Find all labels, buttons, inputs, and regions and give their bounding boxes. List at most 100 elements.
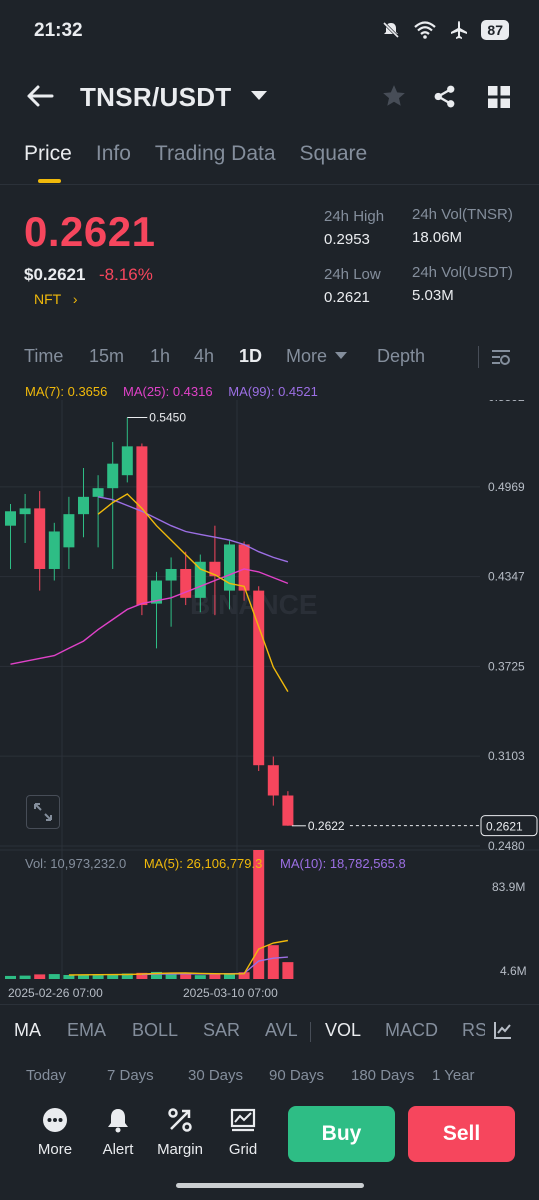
candle-body — [224, 544, 235, 591]
nft-tag-label: NFT — [34, 291, 61, 307]
vol-legend-value: Vol: 10,973,232.0 — [25, 856, 127, 871]
sell-button[interactable]: Sell — [408, 1106, 515, 1162]
tf-1d[interactable]: 1D — [239, 346, 263, 366]
timeframe-bar: Time 15m 1h 4h 1D More Depth — [0, 344, 539, 372]
tf-depth[interactable]: Depth — [377, 346, 426, 366]
status-icons: 87 — [381, 20, 509, 40]
date-label-2: 2025-03-10 07:00 — [183, 986, 278, 1000]
ma-lines — [10, 493, 289, 692]
current-price-label: 0.2621 — [486, 820, 523, 834]
back-arrow-icon[interactable] — [26, 84, 54, 108]
vol-base-value: 18.06M — [412, 229, 463, 246]
candle-body — [19, 508, 31, 515]
high-marker-label: 0.5450 — [149, 410, 186, 424]
margin-action[interactable]: Margin — [150, 1105, 210, 1158]
grid-action[interactable]: Grid — [213, 1105, 273, 1158]
vol-quote-label: 24h Vol(USDT) — [412, 264, 513, 281]
range-1y[interactable]: 1 Year — [432, 1067, 475, 1084]
alert-action[interactable]: Alert — [88, 1105, 148, 1158]
star-icon[interactable] — [381, 83, 407, 109]
tab-square[interactable]: Square — [299, 142, 368, 165]
high-label: 24h High — [324, 208, 385, 225]
ind-boll[interactable]: BOLL — [132, 1020, 179, 1040]
active-tab-indicator — [38, 179, 61, 183]
candles — [5, 417, 294, 826]
tf-4h[interactable]: 4h — [194, 346, 215, 366]
ind-vol[interactable]: VOL — [325, 1020, 362, 1040]
chart-divider — [0, 1004, 539, 1005]
range-today[interactable]: Today — [26, 1067, 67, 1084]
vol-ma5-line — [68, 939, 289, 976]
ma25-legend: MA(25): 0.4316 — [123, 384, 213, 399]
ind-rs[interactable]: RS — [462, 1020, 488, 1040]
volume-bar — [165, 973, 177, 979]
candle-body — [238, 544, 250, 591]
caret-down-icon[interactable] — [250, 90, 268, 102]
range-180d[interactable]: 180 Days — [351, 1067, 415, 1084]
range-30d[interactable]: 30 Days — [188, 1067, 244, 1084]
more-caret-icon — [335, 352, 347, 359]
fullscreen-button[interactable] — [26, 795, 60, 829]
range-90d[interactable]: 90 Days — [269, 1067, 325, 1084]
margin-icon — [168, 1108, 192, 1132]
candle-body — [92, 488, 104, 497]
price-axis-label: 0.4347 — [488, 570, 525, 584]
share-icon[interactable] — [432, 84, 457, 109]
chart-settings-icon[interactable] — [490, 347, 512, 367]
vol-quote-value: 5.03M — [412, 287, 454, 304]
price-markers: 0.5450 0.2622 0.2621 — [127, 410, 538, 837]
home-indicator — [176, 1183, 364, 1188]
wifi-icon — [414, 21, 437, 39]
volume-bars — [5, 850, 294, 979]
page-tabs: Price Info Trading Data Square — [24, 142, 367, 166]
ind-ema[interactable]: EMA — [67, 1020, 107, 1040]
volume-bar — [19, 975, 31, 979]
status-bar: 21:32 87 — [0, 0, 539, 62]
nft-tag[interactable]: NFT › — [34, 291, 78, 307]
price-axis-label: 0.5592 — [488, 400, 525, 404]
volume-bar — [194, 975, 206, 979]
tf-separator — [478, 346, 479, 368]
volume-bar — [107, 974, 119, 979]
tf-time[interactable]: Time — [24, 346, 64, 366]
pair-title[interactable]: TNSR/USDT — [80, 82, 232, 112]
more-action-label: More — [37, 1141, 73, 1158]
candle-body — [121, 446, 133, 476]
current-price-box — [480, 815, 538, 837]
grid-menu-icon[interactable] — [487, 85, 511, 109]
indicator-settings-button[interactable] — [485, 1014, 539, 1048]
indicator-settings-icon — [494, 1022, 511, 1039]
more-action[interactable]: More — [25, 1105, 85, 1158]
tab-price[interactable]: Price — [24, 142, 72, 165]
usd-price: $0.2621 — [24, 265, 86, 284]
ind-ma[interactable]: MA — [14, 1020, 41, 1040]
candle-body — [180, 568, 192, 598]
range-7d[interactable]: 7 Days — [107, 1067, 154, 1084]
candle-body — [282, 795, 294, 826]
candle-body — [267, 765, 279, 796]
ind-avl[interactable]: AVL — [265, 1020, 298, 1040]
volume-bar — [151, 971, 162, 979]
vol-ma10-legend: MA(10): 18,782,565.8 — [279, 856, 406, 871]
tf-1h[interactable]: 1h — [150, 346, 171, 366]
candle-body — [194, 561, 206, 598]
price-change: -8.16% — [99, 265, 153, 284]
low-label: 24h Low — [324, 266, 381, 283]
candle-body — [209, 561, 221, 577]
tab-info[interactable]: Info — [95, 142, 131, 165]
buy-button[interactable]: Buy — [288, 1106, 395, 1162]
ind-macd[interactable]: MACD — [385, 1020, 438, 1040]
volume-bar — [282, 962, 294, 979]
volume-bar — [92, 975, 104, 979]
grid-bot-icon — [230, 1108, 256, 1132]
tab-trading-data[interactable]: Trading Data — [154, 142, 276, 165]
tf-more[interactable]: More — [286, 346, 328, 366]
tf-15m[interactable]: 15m — [89, 346, 125, 366]
price-axis-label: 0.3103 — [488, 749, 525, 763]
ma25-line — [10, 568, 289, 665]
vol-base-label: 24h Vol(TNSR) — [412, 206, 513, 223]
airplane-icon — [451, 21, 468, 39]
ind-sar[interactable]: SAR — [203, 1020, 241, 1040]
candle-body — [78, 496, 89, 515]
